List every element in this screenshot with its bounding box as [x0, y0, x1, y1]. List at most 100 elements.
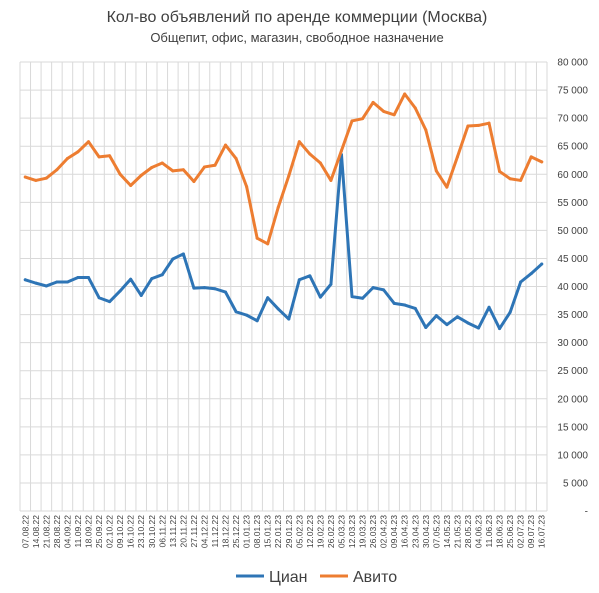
y-tick-label: 35 000	[557, 310, 588, 321]
x-tick-label: 18.09.22	[84, 515, 94, 548]
x-tick-label: 30.04.23	[421, 515, 431, 548]
data-point	[445, 323, 449, 327]
data-point	[529, 272, 533, 276]
data-point	[108, 300, 112, 304]
data-point	[308, 274, 312, 278]
data-point	[23, 278, 27, 282]
data-point	[234, 310, 238, 314]
data-point	[382, 109, 386, 113]
x-tick-label: 20.11.22	[178, 515, 188, 548]
legend-label: Авито	[353, 569, 397, 586]
data-point	[97, 155, 101, 159]
x-tick-label: 23.10.22	[136, 515, 146, 548]
data-point	[476, 123, 480, 127]
x-tick-label: 07.05.23	[431, 515, 441, 548]
data-point	[129, 277, 133, 281]
data-point	[213, 163, 217, 167]
data-point	[318, 161, 322, 165]
x-tick-label: 23.04.23	[410, 515, 420, 548]
data-point	[318, 295, 322, 299]
legend-label: Циан	[269, 569, 308, 586]
data-point	[150, 166, 154, 170]
data-point	[34, 281, 38, 285]
x-tick-label: 01.01.23	[242, 515, 252, 548]
x-tick-label: 04.12.22	[199, 515, 209, 548]
x-tick-label: 16.10.22	[126, 515, 136, 548]
data-point	[202, 286, 206, 290]
x-tick-label: 11.12.22	[210, 515, 220, 548]
data-point	[192, 180, 196, 184]
data-point	[508, 310, 512, 314]
x-tick-label: 08.01.23	[252, 515, 262, 548]
x-tick-label: 27.11.22	[189, 515, 199, 548]
x-tick-label: 05.02.23	[294, 515, 304, 548]
data-point	[519, 280, 523, 284]
data-point	[97, 296, 101, 300]
data-point	[118, 172, 122, 176]
data-point	[192, 286, 196, 290]
data-point	[234, 157, 238, 161]
data-point	[466, 124, 470, 128]
data-point	[55, 280, 59, 284]
data-point	[118, 289, 122, 293]
x-tick-label: 16.07.23	[537, 515, 547, 548]
data-point	[224, 290, 228, 294]
x-tick-label: 14.08.22	[31, 515, 41, 548]
y-tick-label: 55 000	[557, 198, 588, 209]
chart-title: Кол-во объявлений по аренде коммерции (М…	[107, 9, 488, 26]
data-point	[455, 315, 459, 319]
data-point	[413, 106, 417, 110]
data-point	[245, 313, 249, 317]
data-point	[519, 178, 523, 182]
data-point	[476, 326, 480, 330]
x-tick-label: 04.06.23	[473, 515, 483, 548]
data-point	[540, 160, 544, 164]
data-point	[255, 319, 259, 323]
x-tick-label: 11.06.23	[484, 515, 494, 548]
data-point	[34, 178, 38, 182]
data-point	[44, 284, 48, 288]
data-point	[171, 257, 175, 261]
y-tick-label: 60 000	[557, 170, 588, 181]
data-point	[361, 117, 365, 121]
y-tick-label: 10 000	[557, 450, 588, 461]
y-axis-ticks: - 5 000 10 000 15 000 20 000 25 000 30 000 35 0…	[557, 58, 588, 518]
x-tick-label: 05.03.23	[336, 515, 346, 548]
data-point	[297, 278, 301, 282]
x-tick-label: 26.03.23	[368, 515, 378, 548]
data-point	[434, 314, 438, 318]
data-point	[371, 286, 375, 290]
data-point	[403, 303, 407, 307]
y-tick-label: 15 000	[557, 422, 588, 433]
y-tick-label: 5 000	[563, 478, 588, 489]
data-point	[487, 121, 491, 125]
data-point	[139, 173, 143, 177]
x-tick-label: 07.08.22	[20, 515, 30, 548]
data-point	[339, 149, 343, 153]
data-point	[466, 321, 470, 325]
data-point	[392, 113, 396, 117]
data-point	[224, 143, 228, 147]
x-tick-label: 21.05.23	[452, 515, 462, 548]
x-tick-label: 25.12.22	[231, 515, 241, 548]
data-point	[87, 276, 91, 280]
data-point	[487, 305, 491, 309]
x-axis-ticks: 07.08.22 14.08.22 21.08.22 28.08.22 04.09.22…	[20, 515, 546, 548]
data-point	[266, 296, 270, 300]
data-point	[181, 168, 185, 172]
x-tick-label: 12.03.23	[347, 515, 357, 548]
data-point	[255, 236, 259, 240]
data-point	[76, 276, 80, 280]
x-tick-label: 09.07.23	[526, 515, 536, 548]
chart-subtitle: Общепит, офис, магазин, свободное назнач…	[150, 30, 443, 45]
series-line	[23, 153, 544, 331]
x-tick-label: 16.04.23	[400, 515, 410, 548]
data-point	[129, 183, 133, 187]
series-line	[23, 92, 544, 246]
data-point	[276, 205, 280, 209]
data-point	[171, 169, 175, 173]
data-point	[424, 325, 428, 329]
x-tick-label: 04.09.22	[62, 515, 72, 548]
